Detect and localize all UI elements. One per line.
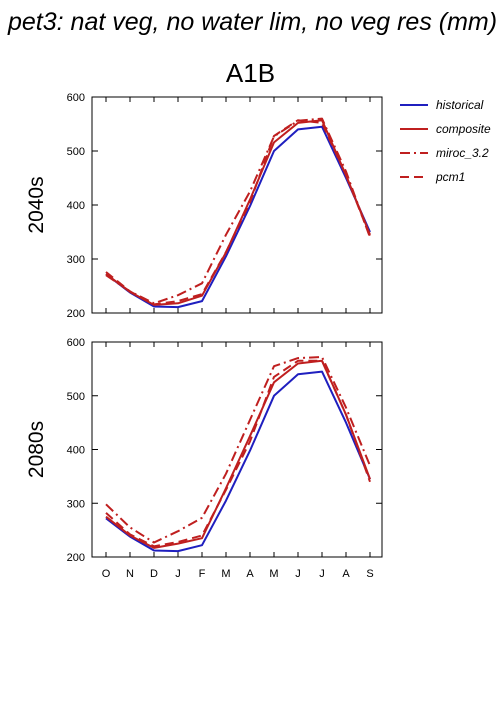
x-tick-label: J: [295, 568, 301, 580]
x-tick-label: A: [246, 568, 254, 580]
y-tick-label: 500: [67, 146, 85, 158]
y-tick-label: 400: [67, 445, 85, 457]
x-tick-label: N: [126, 568, 134, 580]
series-line-composite: [105, 359, 371, 549]
x-tick-label: M: [221, 568, 230, 580]
series-line-historical: [105, 370, 371, 553]
panel-label: 2040s: [25, 176, 48, 233]
legend: historical composite miroc_3.2 pcm1: [400, 98, 491, 184]
panel-label: 2080s: [25, 421, 48, 478]
y-tick-label: 300: [67, 254, 85, 266]
y-tick-label: 200: [67, 552, 85, 564]
x-tick-label: A: [342, 568, 350, 580]
panel-frame: [91, 96, 383, 314]
panel-2040s: 200 300 400 500 600 2040s: [25, 92, 383, 320]
panel-frame: [91, 341, 383, 558]
legend-label: historical: [436, 98, 484, 112]
y-tick-label: 500: [67, 391, 85, 403]
legend-item-miroc_3.2: miroc_3.2: [400, 146, 489, 160]
series-line-miroc_3.2: [105, 356, 371, 544]
legend-label: pcm1: [435, 170, 465, 184]
y-tick-label: 600: [67, 337, 85, 349]
series-line-pcm1: [105, 359, 371, 548]
y-tick-label: 200: [67, 308, 85, 320]
scenario-title: A1B: [225, 58, 276, 88]
x-tick-label: J: [175, 568, 181, 580]
page-title: pet3: nat veg, no water lim, no veg res …: [8, 8, 498, 36]
series-line-historical: [105, 125, 371, 309]
x-tick-label: D: [150, 568, 158, 580]
x-tick-label: M: [269, 568, 278, 580]
y-tick-label: 300: [67, 498, 85, 510]
y-tick-label: 400: [67, 200, 85, 212]
x-tick-label: O: [102, 568, 111, 580]
legend-item-composite: composite: [400, 122, 491, 136]
legend-label: miroc_3.2: [436, 146, 489, 160]
legend-item-historical: historical: [400, 98, 484, 112]
x-tick-label: S: [366, 568, 373, 580]
legend-item-pcm1: pcm1: [400, 170, 465, 184]
panel-2080s: 200 300 400 500 600 O N D J F M A M J J A S 2080s: [25, 337, 383, 580]
x-tick-label: J: [319, 568, 325, 580]
x-tick-label: F: [199, 568, 206, 580]
series-line-miroc_3.2: [105, 117, 371, 305]
chart-panels: 200 300 400 500 600 2040s 200 300 400 500 600 O N D J F…: [25, 92, 383, 580]
series-line-pcm1: [105, 119, 371, 306]
y-tick-label: 600: [67, 92, 85, 104]
legend-label: composite: [436, 122, 491, 136]
